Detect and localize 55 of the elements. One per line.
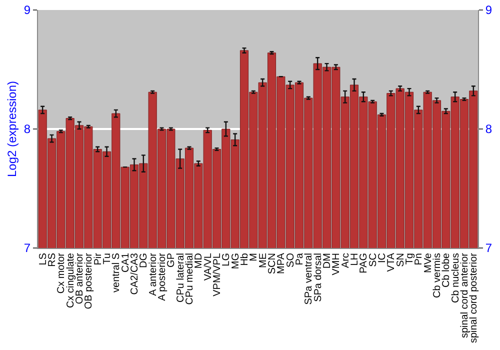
x-tick-label: Tu [102, 253, 113, 264]
x-tick-label: Pir [92, 252, 104, 266]
x-tick-label: PAG [358, 252, 370, 274]
x-tick-label: Pn [414, 253, 425, 266]
x-tick-label: GP [166, 252, 178, 268]
y2-tick-label: 7 [485, 241, 492, 256]
x-tick-label: OB anterior [74, 252, 86, 304]
y2-tick-label: 8 [485, 122, 492, 136]
x-tick-label: VA/VL [202, 252, 214, 281]
x-tick-label: ME [258, 252, 269, 268]
y-tick-label: 7 [24, 241, 31, 256]
x-tick-label: Cx motor [56, 252, 68, 294]
x-tick-label: VTA [386, 252, 398, 272]
y2-tick-label: 9 [485, 3, 492, 18]
x-tick-label: VMH [331, 253, 342, 276]
x-tick-label: Arc [340, 253, 352, 268]
x-tick-label: CA2/CA3 [130, 252, 140, 295]
x-tick-label: Cb nucleus [450, 253, 462, 304]
x-tick-label: A posterior [157, 252, 168, 301]
x-tick-label: IC [377, 253, 388, 263]
x-tick-label: SC [368, 253, 379, 267]
x-tick-label: Tg [404, 253, 416, 265]
x-tick-label: spinal cord anterior [460, 252, 470, 338]
x-tick-label: LG [221, 252, 232, 266]
x-tick-label: CPu lateral [175, 253, 186, 302]
y-tick-label: 9 [24, 3, 31, 18]
x-tick-label: Cx cingulate [65, 252, 76, 308]
x-tick-label: VPM/VPL [212, 252, 223, 296]
x-tick-label: DG [138, 252, 150, 268]
x-tick-label: spinal cord posterior [468, 252, 480, 344]
x-tick-label: LS [38, 252, 49, 266]
x-tick-label: SO [285, 252, 296, 268]
x-tick-label: M [248, 253, 260, 262]
x-tick-label: LH [350, 253, 360, 266]
x-tick-label: MG [230, 252, 242, 270]
x-tick-label: Cb vermis [432, 253, 443, 298]
y-axis-title: Log2 (expression) [5, 80, 20, 178]
x-tick-label: ventral S [111, 252, 122, 292]
x-tick-label: Cb lobe [441, 252, 452, 288]
x-tick-label: Hb [240, 252, 250, 266]
x-tick-label: MVe [422, 252, 434, 274]
x-tick-label: SN [395, 253, 406, 267]
x-tick-label: CPu medial [184, 253, 196, 305]
x-tick-label: SPa ventral [304, 253, 315, 305]
x-tick-label: Pa [294, 252, 306, 266]
x-tick-label: MD [194, 253, 205, 269]
x-tick-label: CA1 [120, 252, 132, 272]
x-tick-label: SCN [267, 253, 278, 274]
x-tick-label: OB posterior [84, 252, 95, 310]
x-tick-label: A anterior [148, 252, 159, 296]
x-tick-label: MPA [276, 252, 288, 274]
x-tick-label: RS [47, 252, 58, 267]
x-tick-label: DM [322, 253, 333, 269]
x-tick-label: SPa dorsal [312, 253, 324, 302]
y-tick-label: 8 [24, 122, 31, 136]
